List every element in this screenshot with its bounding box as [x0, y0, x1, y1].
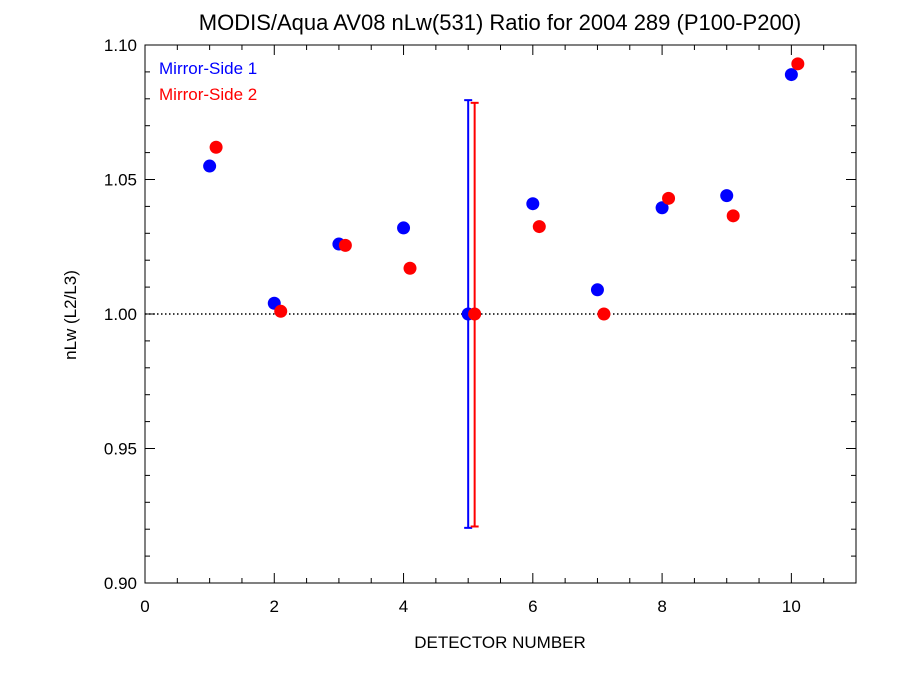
legend-mirror-side-1: Mirror-Side 1: [159, 59, 257, 78]
y-tick-label: 0.90: [104, 574, 137, 593]
data-point-mirror-side-2: [532, 220, 546, 234]
y-tick-label: 0.95: [104, 440, 137, 459]
plot-area: 0 2 4 6 8 10 0.90 0.95 1.00 1.05 1.10: [104, 36, 857, 616]
data-point-mirror-side-2: [791, 57, 805, 71]
data-point-mirror-side-2: [597, 307, 611, 321]
data-point-mirror-side-1: [590, 283, 604, 297]
y-tick-label: 1.10: [104, 36, 137, 55]
y-tick-label: 1.00: [104, 305, 137, 324]
x-tick-label: 6: [528, 597, 537, 616]
y-tick-label: 1.05: [104, 171, 137, 190]
x-tick-label: 8: [657, 597, 666, 616]
data-point-mirror-side-2: [209, 140, 223, 154]
data-point-mirror-side-2: [726, 209, 740, 223]
data-point-mirror-side-2: [274, 304, 288, 318]
data-point-mirror-side-2: [662, 191, 676, 205]
x-tick-label: 2: [270, 597, 279, 616]
y-axis-title: nLw (L2/L3): [61, 270, 80, 360]
data-point-mirror-side-1: [784, 68, 798, 82]
data-point-mirror-side-1: [397, 221, 411, 235]
legend-mirror-side-2: Mirror-Side 2: [159, 85, 257, 104]
data-point-mirror-side-2: [468, 307, 482, 321]
data-point-mirror-side-2: [403, 261, 417, 275]
x-tick-label: 0: [140, 597, 149, 616]
data-point-mirror-side-1: [203, 159, 217, 173]
data-point-mirror-side-1: [526, 197, 540, 211]
data-point-mirror-side-2: [338, 238, 352, 252]
x-tick-label: 10: [782, 597, 801, 616]
data-point-mirror-side-1: [655, 201, 669, 215]
x-axis-title: DETECTOR NUMBER: [414, 633, 586, 652]
data-point-mirror-side-1: [720, 189, 734, 203]
chart-title: MODIS/Aqua AV08 nLw(531) Ratio for 2004 …: [199, 10, 802, 35]
x-tick-label: 4: [399, 597, 408, 616]
